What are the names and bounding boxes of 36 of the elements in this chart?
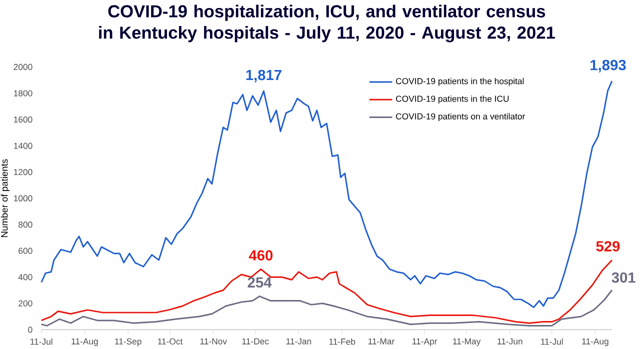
x-tick-label: 11-May [453,338,481,346]
annotation: 1,817 [246,70,282,82]
y-axis-title: Number of patients [0,159,10,237]
y-tick-label: 1000 [14,195,32,202]
x-tick-label: 11-Jul [541,338,563,345]
legend-label: COVID-19 patients in the ICU [396,95,509,104]
y-tick-label: 600 [18,248,32,254]
x-tick-label: 11-Oct [158,338,183,344]
x-tick-label: 11-Mar [368,338,394,344]
y-tick-label: 1400 [14,142,32,149]
y-tick-label: 200 [18,300,32,306]
x-tick-label: 11-Aug [72,338,98,346]
x-tick-label: 11-Apr [412,338,438,346]
annotation: 1,893 [590,60,626,72]
chart-title: COVID-19 hospitalization, ICU, and ventilator census in Kentucky hospitals - July 11, 2020 - August 23, 2021 [99,4,555,42]
y-tick-label: 800 [18,222,32,228]
x-tick-label: 11-Jun [498,338,522,344]
y-tick-label: 2000 [14,64,32,70]
y-tick-label: 1600 [14,116,32,123]
y-tick-label: 1800 [14,90,32,96]
x-tick-label: 11-Nov [200,338,227,344]
legend-label: COVID-19 patients in the hospital [396,78,524,86]
legend-label: COVID-19 patients on a ventilator [396,113,525,122]
annotation: 301 [612,272,636,283]
x-tick-label: 11-Feb [329,338,356,345]
x-tick-label: 11-Sep [115,338,142,346]
annotation: 529 [596,241,620,252]
x-tick-label: 11-Dec [242,338,269,344]
annotation: 254 [248,277,272,288]
y-tick-label: 1200 [14,169,32,176]
y-tick-label: 400 [18,274,32,280]
y-tick-label: 0 [28,326,32,333]
annotation: 460 [248,250,273,261]
x-tick-label: 11-Jul [30,338,52,345]
x-tick-label: 11-Aug [582,338,608,346]
x-tick-label: 11-Jan [286,338,312,344]
